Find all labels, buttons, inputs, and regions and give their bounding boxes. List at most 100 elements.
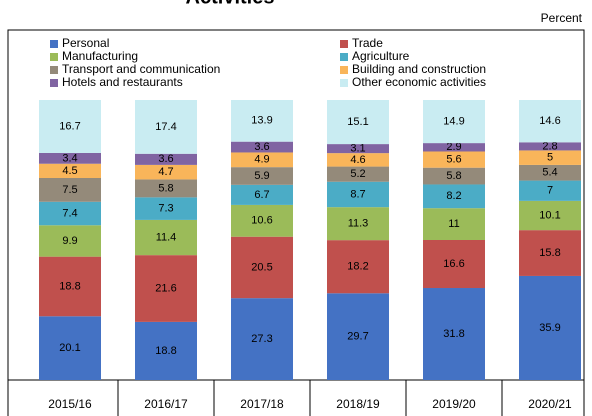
data-label: 11 <box>448 218 459 230</box>
legend-swatch <box>50 40 58 48</box>
data-label: 29.7 <box>347 331 368 343</box>
data-label: 3.6 <box>158 153 173 165</box>
data-label: 18.8 <box>59 280 80 292</box>
chart-title: Activities <box>186 0 275 8</box>
data-label: 14.9 <box>443 115 464 127</box>
x-tick-label: 2015/16 <box>48 397 92 411</box>
bar-segment <box>423 288 485 380</box>
bar-segment <box>135 164 197 180</box>
bar-segment <box>519 180 581 201</box>
data-label: 16.7 <box>59 120 80 132</box>
data-label: 15.8 <box>539 247 560 259</box>
bar-segment <box>231 236 293 299</box>
data-label: 4.6 <box>350 154 365 166</box>
legend-swatch <box>50 53 58 61</box>
legend-swatch <box>50 79 58 87</box>
legend-label: Agriculture <box>352 49 410 63</box>
bar-segment <box>519 150 581 165</box>
data-label: 8.2 <box>446 190 461 202</box>
x-tick-label: 2018/19 <box>336 397 380 411</box>
data-label: 5.9 <box>254 170 269 182</box>
bar-segment <box>519 275 581 380</box>
legend-label: Building and construction <box>352 62 486 76</box>
data-label: 7.4 <box>62 207 77 219</box>
x-tick-label: 2016/17 <box>144 397 188 411</box>
bar-segment <box>39 316 101 380</box>
legend-swatch <box>50 66 58 74</box>
data-label: 5 <box>547 152 553 164</box>
data-label: 20.5 <box>251 261 272 273</box>
data-label: 5.8 <box>446 170 461 182</box>
bar-segment <box>423 143 485 152</box>
data-label: 15.1 <box>347 116 368 128</box>
bar-segment <box>39 152 101 164</box>
legend-swatch <box>340 40 348 48</box>
bar-segment <box>231 184 293 205</box>
data-label: 21.6 <box>155 282 176 294</box>
data-label: 27.3 <box>251 333 272 345</box>
data-label: 11.4 <box>156 231 177 243</box>
bar-segment <box>423 100 485 144</box>
data-label: 13.9 <box>251 115 272 127</box>
data-label: 18.2 <box>347 261 368 273</box>
bar-segment <box>327 100 389 145</box>
bar-segment <box>519 164 581 181</box>
bar-segment <box>327 166 389 182</box>
data-label: 5.4 <box>542 167 557 179</box>
data-label: 8.7 <box>350 188 365 200</box>
data-label: 16.6 <box>443 258 464 270</box>
bar-segment <box>39 201 101 226</box>
legend-swatch <box>340 66 348 74</box>
data-label: 2.8 <box>542 140 557 152</box>
legend-label: Personal <box>62 36 109 50</box>
data-label: 5.6 <box>446 153 461 165</box>
bar-segment <box>519 230 581 276</box>
data-label: 6.7 <box>254 189 269 201</box>
bar-segment <box>231 100 293 142</box>
bar-segment <box>135 197 197 220</box>
bar-segment <box>423 184 485 209</box>
bar-segment <box>519 142 581 151</box>
bar-segment <box>423 151 485 168</box>
legend-label: Manufacturing <box>62 49 138 63</box>
data-label: 9.9 <box>62 235 77 247</box>
x-tick-label: 2017/18 <box>240 397 284 411</box>
legend-swatch <box>340 53 348 61</box>
bar-segment <box>327 207 389 241</box>
bar-segment <box>519 200 581 231</box>
bar-segment <box>423 167 485 185</box>
data-label: 7 <box>547 185 553 197</box>
bar-segment <box>423 208 485 240</box>
data-label: 18.8 <box>155 345 176 357</box>
bar-segment <box>423 240 485 289</box>
legend-swatch <box>340 79 348 87</box>
bar-segment <box>135 219 197 256</box>
legend-label: Hotels and restaurants <box>62 75 183 89</box>
bar-segment <box>231 204 293 237</box>
bar-segment <box>39 256 101 317</box>
bar-segment <box>135 179 197 198</box>
data-label: 5.8 <box>158 182 173 194</box>
x-tick-label: 2020/21 <box>528 397 572 411</box>
data-label: 3.4 <box>62 152 77 164</box>
unit-label: Percent <box>541 11 583 25</box>
bar-segment <box>39 178 101 202</box>
data-label: 20.1 <box>59 342 80 354</box>
bar-segment <box>231 152 293 168</box>
bar-segment <box>327 181 389 208</box>
data-label: 31.8 <box>443 328 464 340</box>
x-tick-label: 2019/20 <box>432 397 476 411</box>
bar-segment <box>39 163 101 179</box>
bar-segment <box>135 321 197 380</box>
data-label: 14.6 <box>539 115 560 127</box>
data-label: 17.4 <box>155 121 176 133</box>
data-label: 35.9 <box>539 322 560 334</box>
bar-segment <box>231 298 293 380</box>
data-label: 7.3 <box>158 203 173 215</box>
bar-segment <box>327 144 389 154</box>
bar-segment <box>231 167 293 185</box>
data-label: 4.7 <box>158 166 173 178</box>
bar-segment <box>231 141 293 153</box>
data-label: 10.1 <box>539 209 560 221</box>
